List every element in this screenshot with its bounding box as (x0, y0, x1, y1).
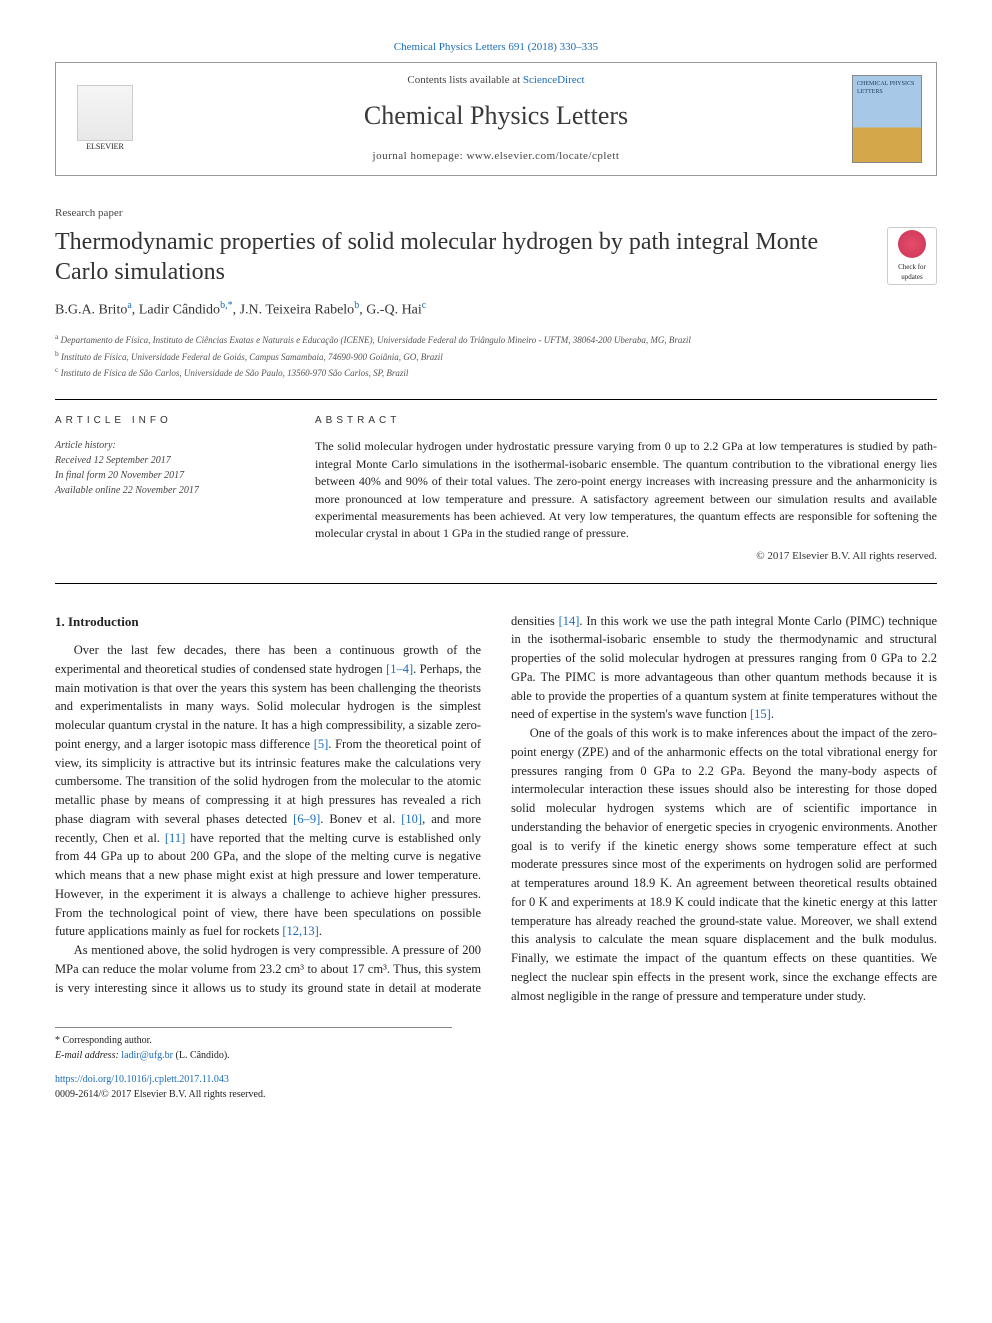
citation-ref[interactable]: [14] (559, 614, 580, 628)
article-info-column: ARTICLE INFO Article history: Received 1… (55, 414, 275, 565)
author-sup: a (127, 300, 131, 311)
header-center: Contents lists available at ScienceDirec… (140, 73, 852, 165)
author: B.G.A. Brito (55, 303, 127, 318)
contents-line: Contents lists available at ScienceDirec… (140, 73, 852, 89)
journal-cover-thumbnail: CHEMICAL PHYSICS LETTERS (852, 75, 922, 163)
abstract-heading: ABSTRACT (315, 414, 937, 429)
body-text: . In this work we use the path integral … (511, 614, 937, 722)
aff-text: Instituto de Física, Universidade Federa… (61, 352, 443, 362)
citation-ref[interactable]: [10] (401, 812, 422, 826)
email-link[interactable]: ladir@ufg.br (121, 1050, 173, 1061)
email-author: (L. Cândido). (173, 1050, 230, 1061)
article-history: Article history: Received 12 September 2… (55, 438, 275, 498)
history-final-form: In final form 20 November 2017 (55, 468, 275, 483)
sciencedirect-link[interactable]: ScienceDirect (523, 74, 585, 86)
abstract-column: ABSTRACT The solid molecular hydrogen un… (315, 414, 937, 565)
aff-text: Instituto de Física de São Carlos, Unive… (61, 368, 409, 378)
rule-bottom (55, 583, 937, 584)
affiliation: c Instituto de Física de São Carlos, Uni… (55, 364, 937, 381)
affiliation: a Departamento de Física, Instituto de C… (55, 331, 937, 348)
corresponding-author-note: * Corresponding author. (55, 1034, 452, 1049)
email-line: E-mail address: ladir@ufg.br (L. Cândido… (55, 1049, 452, 1064)
publisher-logo: ELSEVIER (70, 85, 140, 153)
history-received: Received 12 September 2017 (55, 453, 275, 468)
author: G.-Q. Hai (366, 303, 422, 318)
body-text: . (319, 924, 322, 938)
footnote-block: * Corresponding author. E-mail address: … (55, 1027, 452, 1063)
aff-sup: a (55, 332, 58, 341)
issn-copyright: 0009-2614/© 2017 Elsevier B.V. All right… (55, 1088, 937, 1103)
article-title: Thermodynamic properties of solid molecu… (55, 227, 867, 287)
citation-ref[interactable]: [12,13] (282, 924, 318, 938)
crossmark-badge[interactable]: Check for updates (887, 227, 937, 285)
citation-ref[interactable]: [11] (165, 831, 185, 845)
affiliations: a Departamento de Física, Instituto de C… (55, 331, 937, 381)
body-paragraph: One of the goals of this work is to make… (511, 724, 937, 1005)
citation-ref[interactable]: [5] (314, 737, 329, 751)
history-online: Available online 22 November 2017 (55, 483, 275, 498)
abstract-text: The solid molecular hydrogen under hydro… (315, 438, 937, 542)
email-label: E-mail address: (55, 1050, 121, 1061)
aff-sup: c (55, 365, 58, 374)
citation-ref[interactable]: [6–9] (293, 812, 320, 826)
author-sup: b,* (220, 300, 233, 311)
affiliation: b Instituto de Física, Universidade Fede… (55, 348, 937, 365)
citation-header[interactable]: Chemical Physics Letters 691 (2018) 330–… (55, 40, 937, 56)
doi-link[interactable]: https://doi.org/10.1016/j.cplett.2017.11… (55, 1074, 229, 1085)
body-columns: 1. Introduction Over the last few decade… (55, 612, 937, 1006)
section-heading-intro: 1. Introduction (55, 612, 481, 632)
aff-text: Departamento de Física, Instituto de Ciê… (61, 335, 691, 345)
doi-block: https://doi.org/10.1016/j.cplett.2017.11… (55, 1073, 937, 1102)
body-text: have reported that the melting curve is … (55, 831, 481, 939)
crossmark-icon (898, 230, 926, 258)
aff-sup: b (55, 349, 59, 358)
homepage-prefix: journal homepage: (373, 150, 467, 162)
homepage-url[interactable]: www.elsevier.com/locate/cplett (466, 150, 619, 162)
body-text: . Bonev et al. (320, 812, 401, 826)
history-label: Article history: (55, 438, 275, 453)
author-sup: c (422, 300, 426, 311)
authors-line: B.G.A. Britoa, Ladir Cândidob,*, J.N. Te… (55, 299, 937, 321)
journal-name: Chemical Physics Letters (140, 97, 852, 135)
elsevier-tree-icon (77, 85, 133, 141)
citation-ref[interactable]: [1–4] (386, 662, 413, 676)
author: Ladir Cândido (139, 303, 220, 318)
homepage-line: journal homepage: www.elsevier.com/locat… (140, 149, 852, 165)
publisher-name: ELSEVIER (86, 141, 124, 153)
abstract-copyright: © 2017 Elsevier B.V. All rights reserved… (315, 549, 937, 565)
crossmark-label: Check for updates (888, 262, 936, 282)
body-text: . (771, 707, 774, 721)
author-sup: b (354, 300, 359, 311)
article-type-label: Research paper (55, 206, 937, 222)
body-paragraph: Over the last few decades, there has bee… (55, 641, 481, 941)
article-info-heading: ARTICLE INFO (55, 414, 275, 429)
journal-header-box: ELSEVIER Contents lists available at Sci… (55, 62, 937, 176)
citation-ref[interactable]: [15] (750, 707, 771, 721)
contents-prefix: Contents lists available at (407, 74, 522, 86)
author: J.N. Teixeira Rabelo (240, 303, 355, 318)
